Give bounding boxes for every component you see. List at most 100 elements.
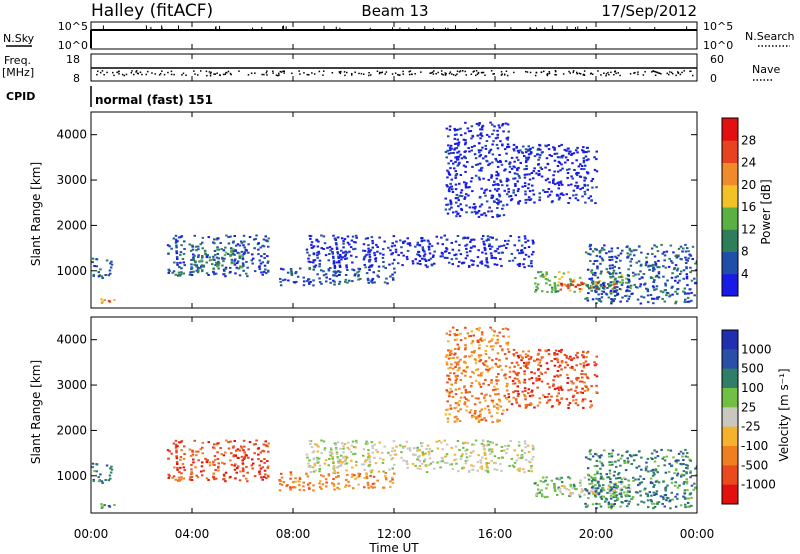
time-tick-label: 08:00 [276, 527, 311, 541]
power-cell [374, 258, 377, 260]
velocity-cell [575, 379, 579, 382]
power-cell [449, 201, 453, 203]
power-cell [576, 146, 579, 149]
power-cell [179, 251, 183, 254]
power-cell [466, 237, 469, 240]
power-cell [479, 195, 482, 198]
velocity-cell [402, 459, 405, 462]
nave-point [145, 73, 147, 76]
velocity-cell [586, 387, 590, 390]
power-cell [367, 247, 370, 250]
power-cell [480, 262, 484, 265]
velocity-cell [454, 375, 457, 378]
velocity-cell [487, 443, 491, 446]
velocity-cell [323, 447, 327, 450]
power-colorbar-swatch [722, 118, 738, 141]
velocity-cell [495, 375, 498, 378]
power-cell [694, 282, 697, 285]
power-cell [591, 282, 595, 285]
velocity-cell [537, 488, 540, 491]
power-cell [560, 284, 564, 287]
velocity-cell [342, 447, 345, 450]
velocity-cell [286, 484, 289, 487]
velocity-cell [663, 464, 666, 467]
velocity-cell [494, 342, 498, 345]
power-cell [448, 186, 452, 189]
velocity-cell [589, 400, 592, 403]
power-cell [490, 245, 494, 248]
velocity-cell [167, 473, 170, 476]
nave-point [656, 71, 659, 74]
velocity-cell [368, 458, 371, 461]
nave-point [568, 70, 570, 73]
power-cell [265, 272, 268, 275]
power-cell [478, 169, 481, 172]
power-cell [305, 248, 309, 251]
velocity-cell [310, 446, 314, 449]
velocity-cell [497, 379, 500, 382]
power-cell [657, 272, 661, 275]
power-cell [418, 260, 422, 262]
velocity-cell [515, 399, 518, 402]
power-cell [589, 195, 592, 198]
velocity-cell [659, 495, 663, 498]
velocity-cell [178, 471, 181, 474]
power-cell [334, 242, 338, 244]
power-cell [327, 268, 330, 271]
velocity-cell [506, 383, 509, 386]
power-cell [370, 279, 374, 282]
velocity-cell [552, 383, 555, 386]
velocity-cell [477, 414, 481, 417]
power-cell [234, 272, 237, 275]
power-cell [180, 271, 183, 274]
velocity-cell [183, 453, 186, 455]
velocity-cell [478, 347, 481, 350]
velocity-cell [545, 362, 549, 365]
power-cell [401, 264, 404, 267]
power-cell [541, 273, 544, 276]
power-cell [558, 184, 561, 187]
power-cell [558, 271, 561, 274]
power-cell [514, 185, 517, 187]
power-cell [621, 279, 624, 282]
velocity-cell [259, 467, 263, 470]
velocity-cell [608, 455, 611, 458]
power-cell [595, 170, 599, 173]
power-cell [583, 184, 587, 187]
power-cell [590, 199, 593, 202]
power-cell [568, 150, 571, 153]
velocity-cell [91, 466, 94, 469]
power-cell [629, 249, 632, 252]
velocity-cell [175, 461, 179, 464]
velocity-cell [444, 413, 448, 416]
power-cell [479, 133, 482, 136]
velocity-cell [488, 394, 492, 397]
velocity-cell [599, 505, 603, 508]
power-cell [457, 143, 460, 146]
power-cell [512, 165, 515, 168]
power-cell [496, 147, 500, 150]
power-cell [470, 137, 473, 140]
power-cell [464, 257, 468, 260]
nave-point [642, 74, 645, 76]
nave-point [672, 73, 674, 75]
velocity-cell [205, 477, 209, 480]
power-cell [616, 293, 620, 295]
power-cell [584, 177, 587, 180]
velocity-cell [438, 439, 441, 442]
velocity-cell [418, 449, 421, 452]
velocity-cell [525, 361, 528, 364]
power-cell [478, 178, 481, 181]
nave-point [605, 73, 608, 75]
velocity-cell [347, 480, 350, 483]
power-cell [245, 260, 248, 263]
power-cell [469, 240, 472, 243]
velocity-cell [250, 464, 253, 467]
velocity-cell [309, 442, 312, 445]
velocity-cell [318, 486, 322, 489]
velocity-cell [167, 457, 170, 460]
power-cell [566, 168, 569, 171]
power-cell [559, 169, 562, 172]
velocity-cell [335, 448, 338, 451]
power-cell [464, 186, 468, 189]
